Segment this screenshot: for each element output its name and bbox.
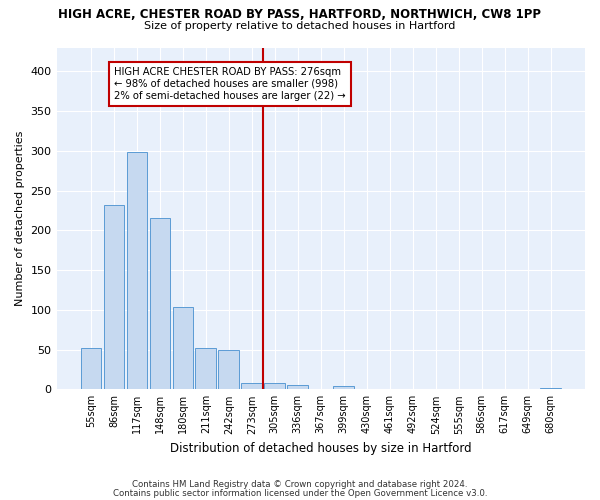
Bar xyxy=(173,308,193,390)
Bar xyxy=(334,386,354,390)
Bar xyxy=(196,348,216,390)
Bar xyxy=(265,383,285,390)
Bar xyxy=(287,384,308,390)
Bar xyxy=(149,218,170,390)
Text: HIGH ACRE, CHESTER ROAD BY PASS, HARTFORD, NORTHWICH, CW8 1PP: HIGH ACRE, CHESTER ROAD BY PASS, HARTFOR… xyxy=(59,8,542,20)
Text: Size of property relative to detached houses in Hartford: Size of property relative to detached ho… xyxy=(145,21,455,31)
Bar xyxy=(127,152,147,390)
Text: HIGH ACRE CHESTER ROAD BY PASS: 276sqm
← 98% of detached houses are smaller (998: HIGH ACRE CHESTER ROAD BY PASS: 276sqm ←… xyxy=(114,68,346,100)
Text: Contains public sector information licensed under the Open Government Licence v3: Contains public sector information licen… xyxy=(113,488,487,498)
Bar xyxy=(241,383,262,390)
Bar xyxy=(540,388,561,390)
Y-axis label: Number of detached properties: Number of detached properties xyxy=(15,130,25,306)
Bar xyxy=(104,205,124,390)
Text: Contains HM Land Registry data © Crown copyright and database right 2024.: Contains HM Land Registry data © Crown c… xyxy=(132,480,468,489)
Bar xyxy=(218,350,239,390)
Bar xyxy=(80,348,101,390)
X-axis label: Distribution of detached houses by size in Hartford: Distribution of detached houses by size … xyxy=(170,442,472,455)
